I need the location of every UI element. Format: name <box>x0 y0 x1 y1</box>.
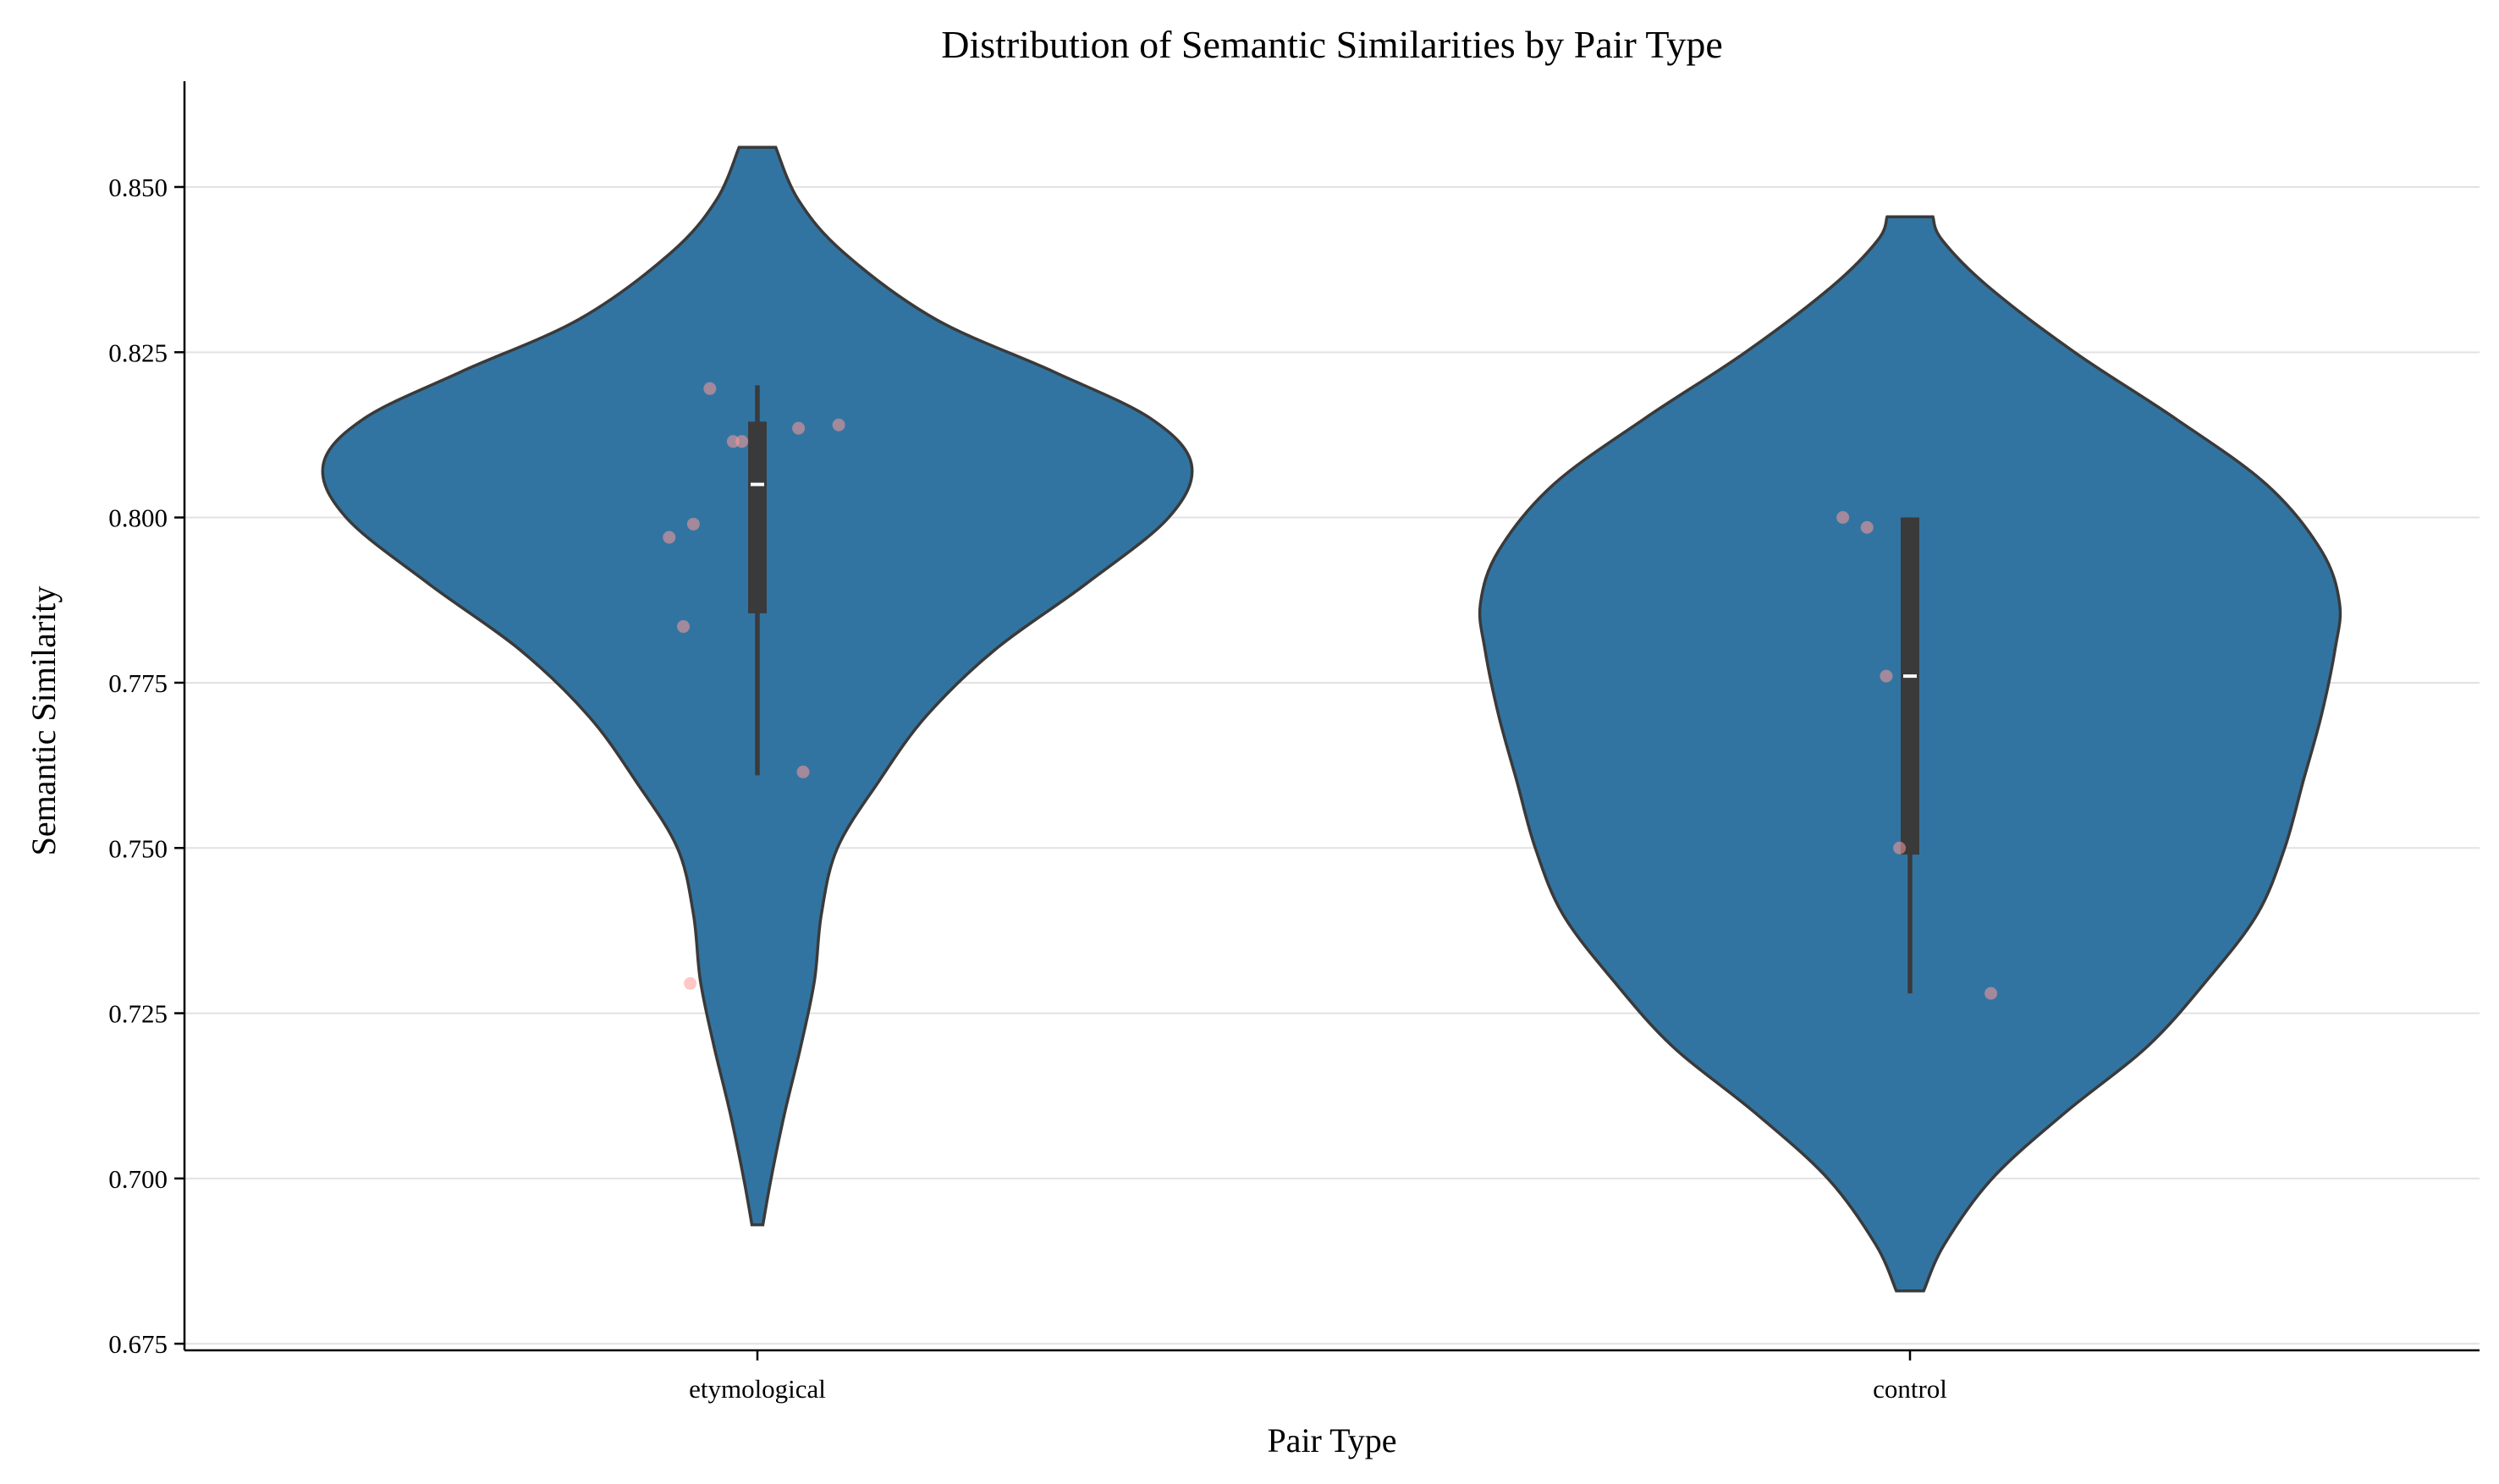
y-axis-title: Semantic Similarity <box>25 586 63 856</box>
point-etymological-5 <box>663 530 676 544</box>
x-axis-title: Pair Type <box>1267 1421 1396 1459</box>
chart-title: Distribution of Semantic Similarities by… <box>941 23 1723 66</box>
y-ticks: 0.675 0.700 0.725 0.750 0.775 0.800 0.825 0.850 <box>108 173 184 1359</box>
point-etymological-1 <box>735 435 749 448</box>
y-tick-label-7: 0.850 <box>108 173 168 202</box>
y-tick-label-5: 0.800 <box>108 503 168 533</box>
y-tick-label-1: 0.700 <box>108 1164 168 1194</box>
point-control-3 <box>1893 841 1907 855</box>
point-etymological-9 <box>684 976 697 990</box>
y-tick-label-2: 0.725 <box>108 999 168 1029</box>
iqr-box-control <box>1901 517 1919 855</box>
point-etymological-2 <box>726 435 740 448</box>
point-etymological-6 <box>686 517 700 530</box>
x-ticks: etymological control <box>689 1350 1947 1404</box>
iqr-box-etymological <box>748 421 767 613</box>
point-etymological-7 <box>677 620 691 634</box>
point-etymological-8 <box>796 765 810 778</box>
point-control-0 <box>1836 511 1850 525</box>
y-tick-label-6: 0.825 <box>108 338 168 367</box>
axes <box>183 81 2480 1352</box>
data-points <box>663 382 1998 1000</box>
y-tick-label-0: 0.675 <box>108 1329 168 1359</box>
point-etymological-4 <box>832 418 845 431</box>
point-control-1 <box>1860 520 1874 534</box>
box-summaries <box>748 385 1919 994</box>
x-tick-label-etymological: etymological <box>689 1374 826 1404</box>
y-tick-label-3: 0.750 <box>108 833 168 863</box>
point-control-2 <box>1880 669 1893 683</box>
x-tick-label-control: control <box>1873 1374 1947 1404</box>
point-control-4 <box>1984 987 1998 1000</box>
point-etymological-3 <box>792 421 806 435</box>
violins <box>321 146 2342 1293</box>
point-etymological-0 <box>703 382 717 395</box>
y-tick-label-4: 0.775 <box>108 668 168 698</box>
